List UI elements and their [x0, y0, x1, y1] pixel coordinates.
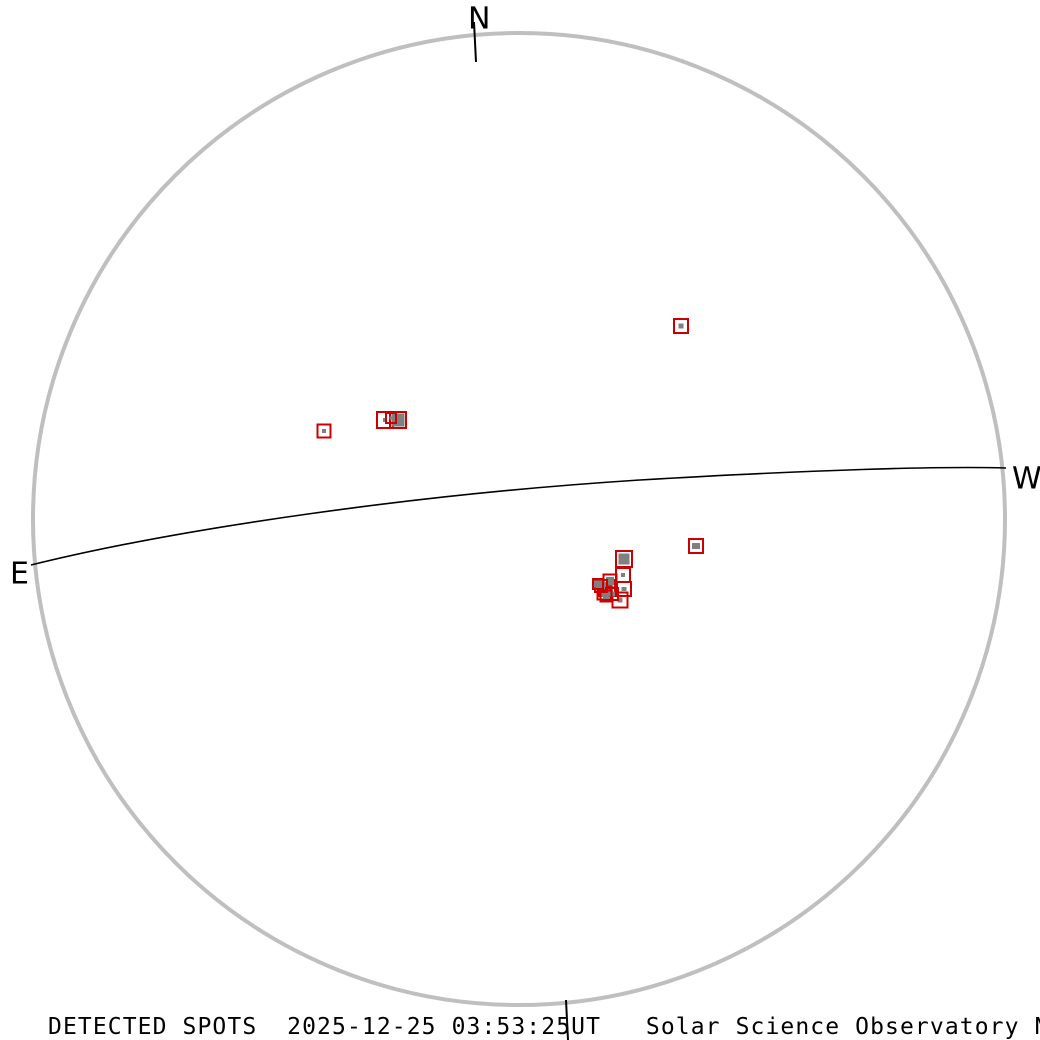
- label-north: N: [468, 2, 490, 37]
- spot-umbra: [617, 597, 623, 603]
- detected-spot-marker[interactable]: [592, 578, 604, 590]
- spot-bounding-box: [599, 589, 613, 603]
- spot-umbra: [678, 323, 684, 329]
- detected-spot-layer: [316, 318, 704, 609]
- equator-group: [30, 466, 1007, 566]
- label-east: E: [10, 557, 29, 592]
- detected-spot-marker[interactable]: [673, 318, 689, 334]
- spot-bounding-box: [688, 538, 704, 554]
- direction-label-group: N E W: [10, 2, 1040, 592]
- spot-umbra: [391, 413, 405, 427]
- detected-spot-marker[interactable]: [615, 550, 633, 568]
- polar-axis-ticks: [473, 21, 569, 1040]
- detected-spot-marker[interactable]: [615, 567, 631, 583]
- spot-umbra: [603, 593, 609, 599]
- spot-umbra: [621, 587, 627, 591]
- spot-umbra: [389, 416, 393, 420]
- label-west: W: [1012, 462, 1040, 497]
- detected-spot-marker[interactable]: [316, 423, 332, 439]
- spot-umbra: [692, 543, 700, 549]
- spot-bounding-box: [385, 412, 397, 424]
- detected-spot-marker[interactable]: [688, 538, 704, 554]
- caption-label: DETECTED SPOTS 2025-12-25 03:53:25UT Sol…: [48, 1014, 1040, 1040]
- north-tick: [473, 21, 477, 63]
- detected-spot-marker[interactable]: [385, 412, 397, 424]
- spot-umbra: [322, 429, 326, 433]
- spot-umbra: [594, 580, 602, 588]
- solar-equator-line: [30, 466, 1007, 566]
- spot-bounding-box: [592, 578, 604, 590]
- solar-limb-group: [31, 31, 1007, 1007]
- south-tick: [565, 999, 569, 1040]
- spot-bounding-box: [673, 318, 689, 334]
- spot-bounding-box: [316, 423, 332, 439]
- spot-umbra: [621, 573, 625, 577]
- detected-spot-marker[interactable]: [599, 589, 613, 603]
- spot-bounding-box: [389, 411, 407, 429]
- detected-spot-marker[interactable]: [616, 581, 632, 597]
- spot-umbra: [618, 553, 630, 565]
- solar-limb-circle: [31, 31, 1007, 1007]
- detected-spot-marker[interactable]: [389, 411, 407, 429]
- spot-umbra: [606, 577, 614, 585]
